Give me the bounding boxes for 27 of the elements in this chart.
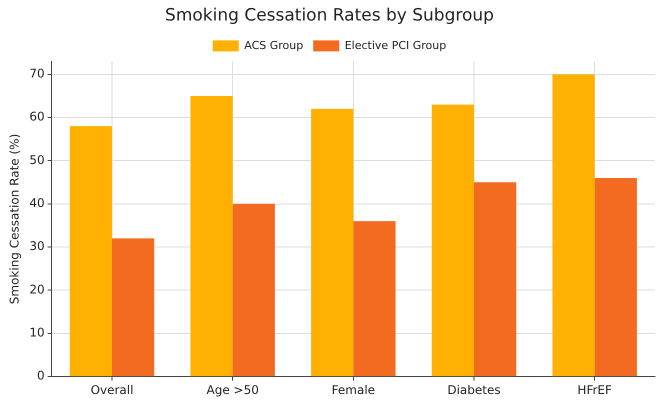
x-tick-label: HFrEF <box>577 382 612 397</box>
y-axis-title: Smoking Cessation Rate (%) <box>7 134 22 304</box>
bar <box>190 96 233 376</box>
bar <box>311 108 354 376</box>
y-tick-label: 20 <box>29 282 45 296</box>
bar <box>474 182 516 376</box>
bar <box>432 104 474 376</box>
y-tick-label: 0 <box>37 368 45 383</box>
y-tick-label: 10 <box>29 326 45 340</box>
bar <box>552 74 595 376</box>
y-tick-label: 70 <box>29 66 45 80</box>
legend-label: Elective PCI Group <box>344 38 446 52</box>
bar <box>232 204 275 376</box>
x-tick-label: Diabetes <box>447 382 501 397</box>
y-tick-label: 30 <box>29 239 45 254</box>
x-tick-label: Female <box>332 382 376 397</box>
bar <box>70 126 112 376</box>
y-tick-label: 60 <box>29 110 45 124</box>
chart-title: Smoking Cessation Rates by Subgroup <box>165 6 494 26</box>
y-tick-label: 40 <box>29 196 45 210</box>
y-tick-label: 50 <box>29 152 45 167</box>
bar <box>353 221 396 376</box>
bar <box>594 178 637 376</box>
x-tick-label: Overall <box>90 382 134 397</box>
x-tick-label: Age >50 <box>206 382 259 397</box>
bar <box>112 238 154 376</box>
legend-label: ACS Group <box>244 38 304 52</box>
